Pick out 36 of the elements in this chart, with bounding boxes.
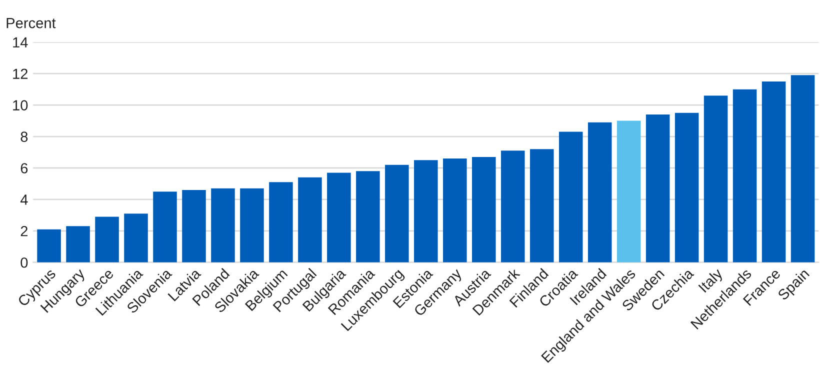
bar bbox=[674, 112, 699, 262]
y-tick-label: 4 bbox=[20, 194, 28, 205]
bar bbox=[530, 149, 554, 262]
bar bbox=[124, 214, 148, 262]
y-tick-label: 2 bbox=[20, 226, 28, 236]
bar bbox=[240, 188, 264, 262]
bar bbox=[500, 150, 525, 262]
bar bbox=[472, 156, 496, 262]
bar bbox=[37, 229, 61, 262]
y-tick-label: 0 bbox=[20, 257, 28, 268]
y-tick-label: 10 bbox=[13, 100, 28, 110]
bar bbox=[414, 160, 438, 262]
y-tick-label: 8 bbox=[20, 132, 28, 142]
bar bbox=[790, 75, 815, 262]
bar bbox=[95, 216, 119, 262]
bar bbox=[356, 171, 380, 262]
bar bbox=[646, 114, 670, 262]
bar bbox=[211, 188, 235, 262]
bar bbox=[443, 158, 467, 262]
bar bbox=[269, 182, 293, 262]
bar bbox=[153, 192, 177, 262]
bar bbox=[762, 81, 786, 262]
y-tick-label: 14 bbox=[13, 37, 28, 48]
bar bbox=[66, 226, 90, 262]
bar bbox=[704, 96, 728, 262]
y-tick-label: 12 bbox=[13, 68, 28, 79]
bar bbox=[616, 120, 641, 262]
bar bbox=[298, 177, 322, 262]
bar bbox=[327, 172, 351, 262]
bar bbox=[385, 164, 409, 262]
y-tick-label: 6 bbox=[20, 163, 28, 174]
y-axis-title: Percent bbox=[6, 18, 56, 28]
bar bbox=[588, 122, 612, 262]
bar bbox=[732, 89, 757, 262]
bar bbox=[558, 132, 583, 262]
bar bbox=[182, 190, 206, 262]
